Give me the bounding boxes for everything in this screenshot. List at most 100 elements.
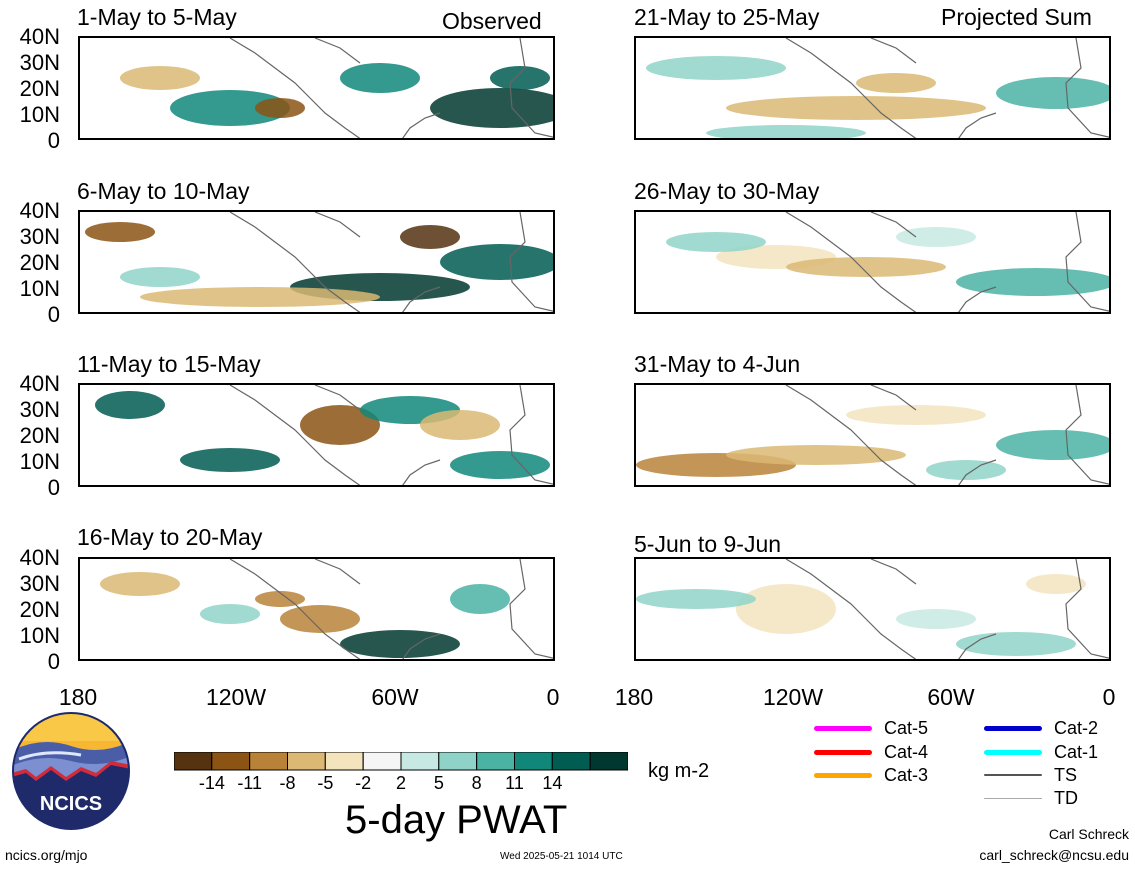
legend-item: Cat-5 xyxy=(814,717,928,739)
colorbar-tick-label: 5 xyxy=(433,773,444,793)
colorbar xyxy=(174,752,628,771)
colorbar-tick-label: -14 xyxy=(198,773,225,793)
legend-item: TD xyxy=(984,787,1078,809)
pwat-anomaly-blob xyxy=(140,287,380,307)
panel-title: 21-May to 25-May xyxy=(634,4,820,30)
pwat-anomaly-blob xyxy=(420,410,500,440)
coastline xyxy=(229,212,553,312)
colorbar-tick-label: -2 xyxy=(355,773,372,793)
pwat-anomaly-blob xyxy=(340,63,420,93)
pwat-anomaly-blob xyxy=(926,460,1006,480)
pwat-anomaly-blob xyxy=(996,430,1109,460)
panel-title: 5-Jun to 9-Jun xyxy=(634,531,782,557)
colorbar-tick-label: -11 xyxy=(237,773,262,793)
lon-label: 60W xyxy=(927,684,975,710)
legend-label: Cat-5 xyxy=(884,717,929,738)
legend-item: Cat-4 xyxy=(814,741,928,763)
pwat-field xyxy=(636,559,1109,659)
panel-title: 16-May to 20-May xyxy=(77,524,263,550)
pwat-field xyxy=(666,212,1109,312)
legend-swatch xyxy=(984,749,1042,755)
lat-label: 40N xyxy=(19,371,60,396)
pwat-field xyxy=(95,385,553,485)
coastline xyxy=(785,385,1109,485)
pwat-field xyxy=(636,385,1109,485)
pwat-anomaly-blob xyxy=(846,405,986,425)
colorbar-swatch xyxy=(174,752,213,771)
colorbar-swatch xyxy=(514,752,553,771)
colorbar-swatch xyxy=(400,752,440,771)
legend-swatch xyxy=(984,797,1042,799)
legend-swatch xyxy=(984,725,1042,731)
coastline xyxy=(785,212,1109,312)
pwat-anomaly-blob xyxy=(95,391,165,419)
lon-label: 60W xyxy=(371,684,419,710)
lon-label: 180 xyxy=(614,684,654,710)
legend-label: Cat-2 xyxy=(1054,717,1099,738)
pwat-anomaly-blob xyxy=(896,609,976,629)
author-email[interactable]: carl_schreck@ncsu.edu xyxy=(979,847,1129,863)
lat-label: 30N xyxy=(19,224,60,249)
legend-swatch xyxy=(814,725,872,731)
panel-title: 26-May to 30-May xyxy=(634,178,820,204)
units-label: kg m-2 xyxy=(648,760,710,782)
pwat-anomaly-blob xyxy=(255,98,305,118)
lat-label: 10N xyxy=(19,276,60,301)
pwat-anomaly-blob xyxy=(120,267,200,287)
colorbar-tick-label: 14 xyxy=(542,773,563,793)
pwat-anomaly-blob xyxy=(280,605,360,633)
legend-label: Cat-1 xyxy=(1054,741,1099,762)
colorbar-swatch xyxy=(438,752,478,771)
pwat-anomaly-blob xyxy=(956,632,1076,656)
coastline xyxy=(785,559,1109,659)
colorbar-swatch xyxy=(476,752,516,771)
site-link[interactable]: ncics.org/mjo xyxy=(5,847,88,863)
colorbar-tick-label: 11 xyxy=(505,773,524,793)
pwat-anomaly-blob xyxy=(255,591,305,607)
pwat-anomaly-blob xyxy=(666,232,766,252)
pwat-anomaly-blob xyxy=(786,257,946,277)
ncics-logo: NCICS xyxy=(11,711,131,831)
colorbar-tick-label: 2 xyxy=(395,773,407,793)
map-panel-3 xyxy=(78,383,555,487)
map-panel-4 xyxy=(78,557,555,661)
pwat-field xyxy=(646,38,1109,138)
colorbar-swatch xyxy=(362,752,402,771)
pwat-anomaly-blob xyxy=(180,448,280,472)
lat-label: 10N xyxy=(19,102,60,127)
lat-label: 40N xyxy=(19,24,60,49)
legend-swatch xyxy=(814,772,872,778)
pwat-anomaly-blob xyxy=(120,66,200,90)
colorbar-swatch xyxy=(589,752,628,771)
legend-swatch xyxy=(984,774,1042,776)
coastline xyxy=(229,38,553,138)
lat-label: 0 xyxy=(47,302,60,327)
map-panel-7 xyxy=(634,383,1111,487)
pwat-field xyxy=(120,38,553,138)
panel-title: 6-May to 10-May xyxy=(77,178,250,204)
lat-label: 0 xyxy=(47,649,60,674)
legend-label: TD xyxy=(1054,787,1078,808)
map-panel-8 xyxy=(634,557,1111,661)
lat-label: 40N xyxy=(19,545,60,570)
pwat-anomaly-blob xyxy=(400,225,460,249)
lat-label: 40N xyxy=(19,198,60,223)
colorbar-swatch xyxy=(551,752,591,771)
pwat-anomaly-blob xyxy=(956,268,1109,296)
observed-label: Observed xyxy=(442,8,542,34)
timestamp: Wed 2025-05-21 1014 UTC xyxy=(500,851,623,862)
colorbar-swatch xyxy=(287,752,326,771)
lon-label: 180 xyxy=(58,684,98,710)
lat-label: 20N xyxy=(19,76,60,101)
pwat-anomaly-blob xyxy=(200,604,260,624)
panel-title: 31-May to 4-Jun xyxy=(634,351,801,377)
lat-label: 20N xyxy=(19,423,60,448)
colorbar-swatch xyxy=(249,752,288,771)
pwat-anomaly-blob xyxy=(1026,574,1086,594)
lat-label: 10N xyxy=(19,449,60,474)
lat-label: 30N xyxy=(19,397,60,422)
colorbar-tick-label: -8 xyxy=(279,773,296,793)
map-panel-2 xyxy=(78,210,555,314)
pwat-anomaly-blob xyxy=(440,244,553,280)
lon-label: 120W xyxy=(205,684,267,710)
